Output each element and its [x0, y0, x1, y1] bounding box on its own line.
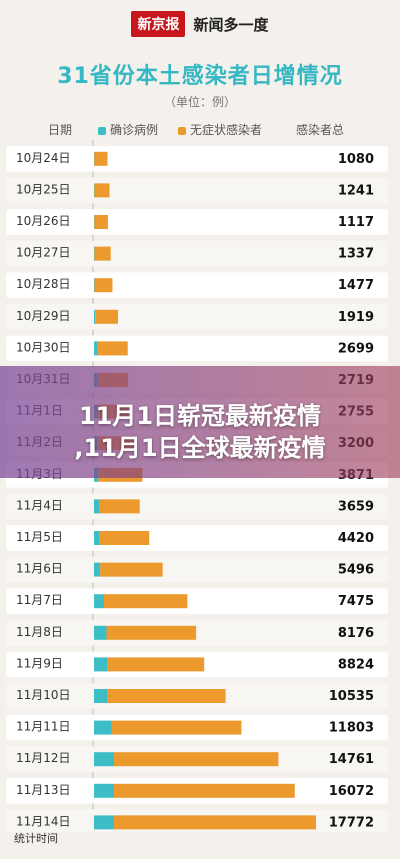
total-label: 2699 [338, 341, 374, 356]
date-label: 10月30日 [16, 340, 71, 354]
date-label: 11月10日 [16, 688, 71, 702]
total-label: 17772 [329, 815, 374, 830]
bar-confirmed [94, 246, 95, 261]
date-label: 10月25日 [16, 182, 71, 196]
title-overlay-banner: 11月1日崭冠最新疫情 ,11月1日全球最新疫情 [0, 366, 400, 478]
bar-asymptomatic [113, 783, 295, 798]
date-label: 11月13日 [16, 783, 71, 797]
legend-confirmed-swatch [98, 126, 106, 135]
overlay-headline-2: ,11月1日全球最新疫情 [74, 434, 326, 462]
date-label: 11月9日 [16, 656, 63, 670]
total-label: 10535 [329, 689, 374, 704]
date-label: 11月4日 [16, 498, 63, 512]
bar-confirmed [94, 783, 114, 798]
legend-confirmed-label: 确诊病例 [110, 123, 159, 137]
date-label: 10月24日 [16, 151, 71, 165]
header-total: 感染者总 [296, 123, 345, 137]
row-background [6, 525, 388, 551]
total-label: 8176 [338, 626, 374, 641]
bar-asymptomatic [97, 341, 128, 356]
total-label: 16072 [329, 784, 374, 799]
legend-asymptomatic-swatch [178, 126, 186, 135]
date-label: 11月5日 [16, 530, 63, 544]
date-label: 10月26日 [16, 214, 71, 228]
legend-confirmed: 确诊病例 [98, 121, 158, 138]
row-background [6, 620, 388, 646]
bar-asymptomatic [113, 752, 279, 767]
bar-confirmed [94, 562, 101, 577]
date-label: 11月12日 [16, 751, 71, 765]
bar-confirmed [94, 594, 104, 609]
total-label: 1117 [338, 215, 374, 230]
bar-confirmed [94, 689, 108, 703]
chart-unit: （单位：例） [163, 95, 236, 109]
bar-confirmed [94, 499, 99, 514]
chart-area: 10月24日 1080 10月25日 1241 10月26日 1117 10月27日 1337… [6, 140, 388, 832]
bar-confirmed [94, 309, 96, 324]
bar-asymptomatic [98, 499, 140, 514]
bar-asymptomatic [107, 657, 205, 672]
bar-confirmed [94, 215, 95, 229]
brand-name: 新闻多一度 [193, 15, 269, 34]
date-label: 10月28日 [16, 277, 71, 291]
row-background [6, 556, 388, 583]
brand-header: 新京报 新闻多一度 [0, 0, 400, 48]
footer-note: 统计时间 [14, 832, 58, 845]
date-label: 10月27日 [16, 246, 71, 260]
bar-confirmed [94, 183, 95, 198]
date-label: 10月29日 [16, 309, 71, 323]
bar-asymptomatic [113, 815, 316, 830]
bar-confirmed [94, 341, 98, 356]
date-label: 11月8日 [16, 625, 63, 639]
total-label: 8824 [338, 657, 374, 672]
row-background [6, 588, 388, 614]
date-label: 11月14日 [16, 814, 71, 828]
bar-asymptomatic [103, 594, 188, 609]
total-label: 3659 [338, 499, 374, 514]
bar-asymptomatic [100, 562, 163, 577]
bar-confirmed [94, 278, 95, 293]
bar-confirmed [94, 625, 107, 640]
legend-asymptomatic-label: 无症状感染者 [190, 123, 263, 137]
total-label: 1477 [338, 278, 374, 293]
bar-asymptomatic [95, 309, 118, 324]
total-label: 1337 [338, 247, 374, 262]
bar-asymptomatic [94, 215, 108, 229]
total-label: 1241 [338, 183, 374, 198]
bar-confirmed [94, 531, 100, 545]
date-label: 11月11日 [16, 720, 71, 734]
bar-asymptomatic [106, 625, 197, 640]
bar-asymptomatic [94, 151, 108, 166]
column-header: 日期 确诊病例 无症状感染者 感染者总 [0, 118, 400, 138]
bar-asymptomatic [94, 183, 110, 198]
bar-confirmed [94, 720, 112, 735]
total-label: 7475 [338, 594, 374, 609]
row-background [6, 493, 388, 520]
bar-confirmed [94, 815, 114, 830]
legend-asymptomatic: 无症状感染者 [178, 121, 262, 138]
bar-asymptomatic [94, 278, 113, 293]
overlay-headline-1: 11月1日崭冠最新疫情 [78, 402, 322, 430]
brand-logo: 新京报 [131, 11, 186, 37]
date-label: 11月6日 [16, 562, 63, 576]
total-label: 11803 [329, 721, 374, 736]
bar-asymptomatic [111, 720, 242, 735]
date-label: 11月7日 [16, 593, 63, 607]
total-label: 4420 [338, 531, 374, 546]
total-label: 14761 [329, 752, 374, 767]
header-date: 日期 [48, 123, 73, 137]
chart-title: 31省份本土感染者日增情况 [57, 64, 343, 89]
bar-asymptomatic [94, 246, 111, 261]
bar-asymptomatic [107, 689, 226, 703]
bar-confirmed [94, 752, 114, 767]
total-label: 5496 [338, 563, 374, 578]
total-label: 1080 [338, 152, 374, 167]
total-label: 1919 [338, 310, 374, 325]
bar-asymptomatic [99, 531, 150, 545]
bar-confirmed [94, 657, 108, 672]
